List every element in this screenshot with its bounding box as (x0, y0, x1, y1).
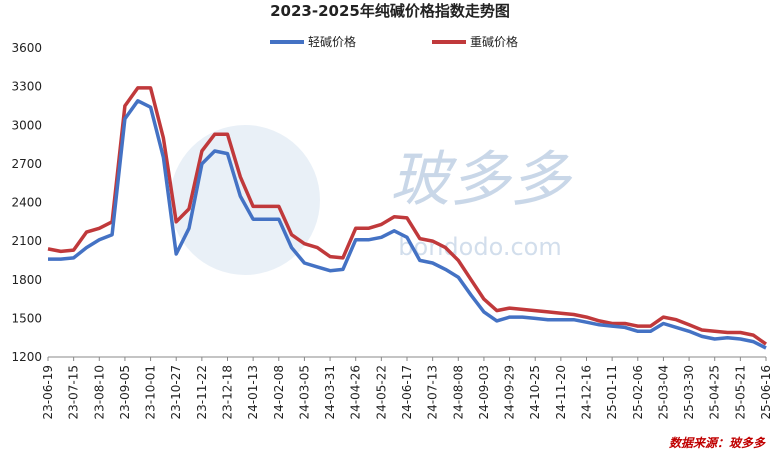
legend-label: 轻碱价格 (308, 34, 356, 49)
x-tick-label: 24-08-08 (451, 365, 465, 419)
x-tick-label: 23-08-10 (92, 365, 106, 419)
y-tick-label: 2400 (11, 196, 42, 210)
series-line (48, 99, 767, 350)
legend-label: 重碱价格 (470, 34, 518, 49)
y-tick-label: 3600 (11, 41, 42, 55)
x-tick-label: 24-09-03 (477, 365, 491, 419)
chart-title: 2023-2025年纯碱价格指数走势图 (270, 2, 510, 20)
x-tick-label: 25-05-21 (733, 365, 747, 419)
x-tick-label: 24-06-17 (400, 365, 414, 419)
x-tick-label: 25-03-30 (682, 365, 696, 419)
x-tick-label: 24-11-20 (554, 365, 568, 419)
series-line (47, 86, 768, 346)
y-tick-label: 3300 (11, 80, 42, 94)
x-tick-label: 24-03-31 (323, 365, 337, 419)
x-tick-label: 24-05-22 (374, 365, 388, 419)
x-tick-label: 23-11-22 (195, 365, 209, 419)
x-tick-label: 25-04-25 (708, 365, 722, 419)
y-tick-label: 1200 (11, 350, 42, 364)
source: 数据来源：玻多多 (669, 436, 766, 450)
x-tick-label: 23-12-18 (221, 365, 235, 419)
x-tick-label: 23-09-05 (118, 365, 132, 419)
x-tick-label: 24-02-08 (272, 365, 286, 419)
y-tick-label: 2100 (11, 234, 42, 248)
x-tick-label: 23-10-27 (169, 365, 183, 419)
watermark-url: bondodo.com (398, 233, 561, 261)
watermark: 玻多多 (390, 145, 573, 215)
x-tick-label: 24-10-25 (528, 365, 542, 419)
x-tick-label: 23-06-19 (41, 365, 55, 419)
x-tick-label: 25-01-11 (605, 365, 619, 419)
x-tick-label: 24-09-29 (503, 365, 517, 419)
y-tick-label: 2700 (11, 157, 42, 171)
watermark-logo (170, 125, 320, 275)
y-tick-label: 1500 (11, 311, 42, 325)
x-tick-label: 24-12-16 (580, 365, 594, 419)
y-tick-label: 3000 (11, 118, 42, 132)
x-tick-label: 24-04-26 (349, 365, 363, 419)
x-tick-label: 25-06-16 (759, 365, 773, 419)
x-tick-label: 23-10-01 (144, 365, 158, 419)
y-tick-label: 1800 (11, 273, 42, 287)
x-tick-label: 23-07-15 (67, 365, 81, 419)
x-tick-label: 25-03-04 (656, 365, 670, 419)
x-tick-label: 25-02-06 (631, 365, 645, 419)
x-tick-label: 24-01-13 (246, 365, 260, 419)
x-tick-label: 24-07-13 (426, 365, 440, 419)
x-tick-label: 24-03-05 (297, 365, 311, 419)
